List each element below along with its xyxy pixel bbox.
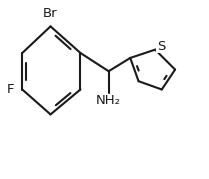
Text: S: S [157,40,165,53]
Text: F: F [6,83,14,96]
Text: NH₂: NH₂ [96,95,121,107]
Text: Br: Br [43,7,58,20]
